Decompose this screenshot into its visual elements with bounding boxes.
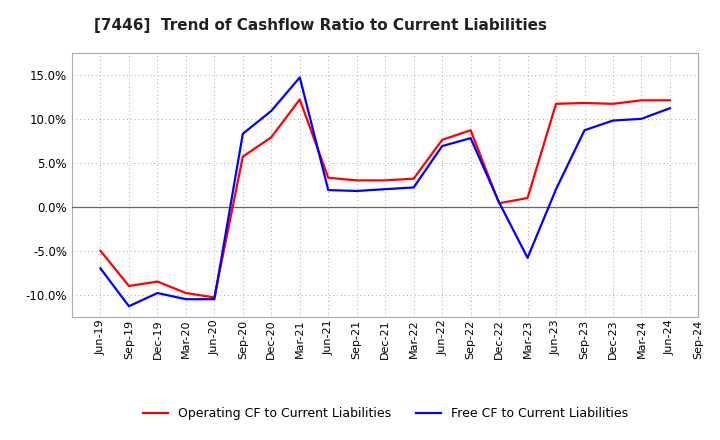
Operating CF to Current Liabilities: [381, 178, 390, 183]
Operating CF to Current Liabilities: [552, 101, 560, 106]
Free CF to Current Liabilities: [125, 304, 133, 309]
Free CF to Current Liabilities: [410, 185, 418, 190]
Line: Operating CF to Current Liabilities: Operating CF to Current Liabilities: [101, 99, 670, 297]
Operating CF to Current Liabilities: [153, 279, 162, 284]
Operating CF to Current Liabilities: [495, 201, 503, 206]
Operating CF to Current Liabilities: [352, 178, 361, 183]
Operating CF to Current Liabilities: [324, 175, 333, 180]
Free CF to Current Liabilities: [495, 200, 503, 205]
Free CF to Current Liabilities: [295, 75, 304, 80]
Free CF to Current Liabilities: [552, 187, 560, 192]
Operating CF to Current Liabilities: [523, 195, 532, 201]
Operating CF to Current Liabilities: [181, 290, 190, 296]
Operating CF to Current Liabilities: [125, 283, 133, 289]
Free CF to Current Liabilities: [238, 131, 247, 136]
Free CF to Current Liabilities: [153, 290, 162, 296]
Free CF to Current Liabilities: [523, 255, 532, 260]
Free CF to Current Liabilities: [381, 187, 390, 192]
Operating CF to Current Liabilities: [295, 97, 304, 102]
Operating CF to Current Liabilities: [267, 135, 276, 140]
Operating CF to Current Liabilities: [238, 154, 247, 159]
Operating CF to Current Liabilities: [665, 98, 674, 103]
Free CF to Current Liabilities: [324, 187, 333, 193]
Text: [7446]  Trend of Cashflow Ratio to Current Liabilities: [7446] Trend of Cashflow Ratio to Curren…: [94, 18, 546, 33]
Free CF to Current Liabilities: [181, 297, 190, 302]
Operating CF to Current Liabilities: [467, 128, 475, 133]
Free CF to Current Liabilities: [665, 106, 674, 111]
Free CF to Current Liabilities: [438, 143, 446, 149]
Operating CF to Current Liabilities: [608, 101, 617, 106]
Operating CF to Current Liabilities: [580, 100, 589, 106]
Free CF to Current Liabilities: [96, 266, 105, 271]
Legend: Operating CF to Current Liabilities, Free CF to Current Liabilities: Operating CF to Current Liabilities, Fre…: [138, 402, 633, 425]
Operating CF to Current Liabilities: [438, 137, 446, 143]
Operating CF to Current Liabilities: [410, 176, 418, 181]
Line: Free CF to Current Liabilities: Free CF to Current Liabilities: [101, 77, 670, 306]
Operating CF to Current Liabilities: [210, 295, 219, 300]
Free CF to Current Liabilities: [352, 188, 361, 194]
Operating CF to Current Liabilities: [637, 98, 646, 103]
Operating CF to Current Liabilities: [96, 248, 105, 253]
Free CF to Current Liabilities: [608, 118, 617, 123]
Free CF to Current Liabilities: [580, 128, 589, 133]
Free CF to Current Liabilities: [267, 108, 276, 114]
Free CF to Current Liabilities: [467, 136, 475, 141]
Free CF to Current Liabilities: [210, 297, 219, 302]
Free CF to Current Liabilities: [637, 116, 646, 121]
